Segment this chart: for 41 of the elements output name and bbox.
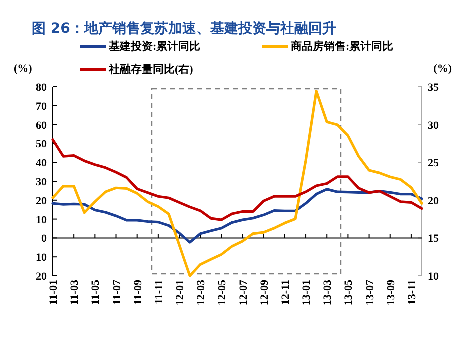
legend-label: 商品房销售:累计同比 xyxy=(290,40,394,53)
x-tick-label: 13-01 xyxy=(301,280,314,306)
y-tick-label: 70 xyxy=(36,100,48,113)
y-tick-label: 30 xyxy=(36,176,48,188)
y-tick-label: 20 xyxy=(36,271,48,283)
chart-title: 图 26：地产销售复苏加速、基建投资与社融回升 xyxy=(32,20,336,37)
x-tick-label: 11-01 xyxy=(48,280,60,306)
x-tick-label: 12-01 xyxy=(174,280,187,306)
y-tick-label: 20 xyxy=(36,195,48,208)
x-tick-label: 11-03 xyxy=(69,280,82,306)
x-tick-label: 13-03 xyxy=(322,280,334,306)
x-tick-label: 12-09 xyxy=(258,280,271,306)
legend-label: 社融存量同比(右) xyxy=(108,63,194,76)
y-tick-label: 50 xyxy=(36,138,48,151)
x-tick-label: 13-05 xyxy=(343,280,356,306)
y2-tick-label: 25 xyxy=(428,158,440,170)
y2-axis-title: (%) xyxy=(434,63,452,75)
x-tick-label: 11-05 xyxy=(90,280,102,306)
x-tick-label: 12-03 xyxy=(196,280,208,306)
y-tick-label: 0 xyxy=(42,233,48,246)
x-tick-label: 12-11 xyxy=(280,280,292,306)
x-tick-label: 13-09 xyxy=(385,280,398,306)
x-tick-label: 13-11 xyxy=(406,280,418,306)
y-tick-label: 40 xyxy=(36,158,48,170)
y2-tick-label: 15 xyxy=(428,233,440,246)
y-axis-title: (%) xyxy=(14,63,33,75)
y-tick-label: 10 xyxy=(36,214,48,226)
x-tick-label: 11-09 xyxy=(132,280,144,306)
y-tick-label: 80 xyxy=(36,82,48,94)
y2-tick-label: 30 xyxy=(428,120,440,132)
x-tick-label: 12-05 xyxy=(216,280,229,306)
y2-tick-label: 35 xyxy=(428,82,440,94)
x-tick-label: 11-11 xyxy=(153,280,166,304)
y-tick-label: 60 xyxy=(36,120,48,132)
x-tick-label: 13-07 xyxy=(364,280,376,306)
y-tick-label: 10 xyxy=(36,252,48,264)
y2-tick-label: 10 xyxy=(428,271,440,283)
x-tick-label: 12-07 xyxy=(238,280,250,306)
y2-tick-label: 20 xyxy=(428,195,440,208)
x-tick-label: 11-07 xyxy=(111,280,124,306)
legend-label: 基建投资:累计同比 xyxy=(108,40,201,53)
